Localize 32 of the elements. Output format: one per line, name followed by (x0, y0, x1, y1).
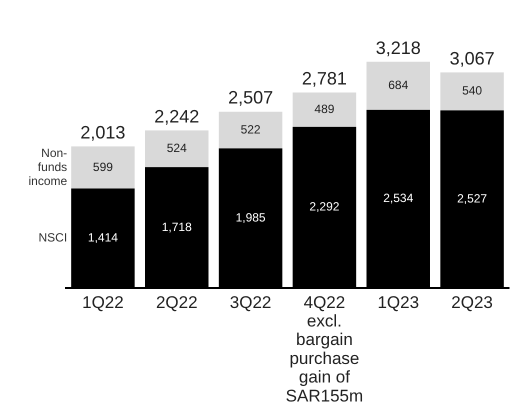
total-label: 2,507 (228, 88, 274, 108)
data-label: 524 (166, 141, 188, 156)
x-tick-label: 2Q22 (156, 292, 198, 312)
data-label: 1,414 (88, 230, 118, 244)
series-label: NSCI (38, 230, 68, 244)
total-label: 2,013 (80, 122, 126, 142)
bar (366, 62, 430, 110)
bar (71, 146, 135, 188)
series-label: Non- funds income (28, 146, 68, 188)
data-label: 599 (92, 160, 114, 174)
data-label: 1,718 (162, 220, 192, 234)
data-label: 489 (314, 102, 335, 116)
data-label: 684 (388, 78, 409, 92)
x-tick-label: 1Q23 (377, 292, 420, 312)
x-tick-label: 2Q23 (451, 292, 493, 312)
data-label: 2,292 (309, 200, 340, 214)
bar (292, 92, 356, 127)
x-tick-label: 3Q22 (230, 292, 272, 312)
data-label: 1,985 (236, 210, 266, 224)
x-tick-label: 4Q22 excl. bargain purchase gain of SAR155m (286, 292, 364, 406)
bar (218, 112, 282, 148)
total-label: 2,242 (154, 106, 200, 126)
data-label: 2,527 (457, 191, 488, 206)
x-tick-label: 1Q22 (82, 292, 124, 312)
total-label: 3,218 (376, 38, 421, 58)
data-label: 522 (240, 122, 261, 136)
data-label: 2,534 (383, 191, 414, 206)
bar (145, 130, 208, 168)
bar (440, 72, 504, 110)
data-label: 540 (462, 84, 482, 98)
total-label: 2,781 (302, 68, 347, 88)
total-label: 3,067 (450, 48, 495, 68)
